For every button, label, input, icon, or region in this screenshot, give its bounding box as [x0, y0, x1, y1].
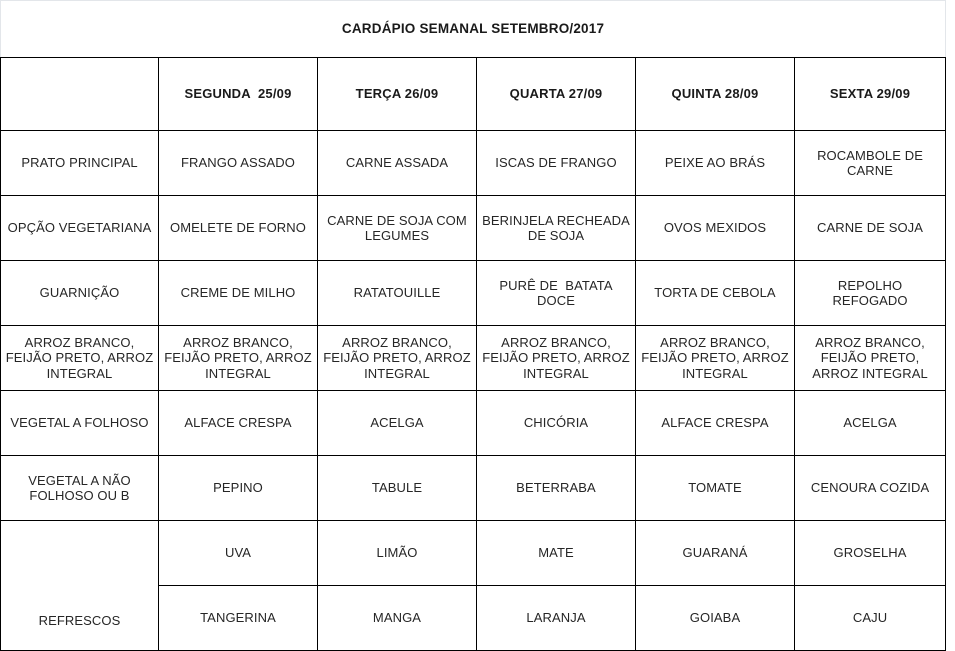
header-corner-cell [0, 57, 159, 131]
table-row-vegetal-nao-folhoso: VEGETAL A NÃO FOLHOSO OU B PEPINO TABULE… [0, 455, 947, 521]
day-header-quarta: QUARTA 27/09 [476, 57, 636, 131]
page-title: CARDÁPIO SEMANAL SETEMBRO/2017 [0, 0, 947, 58]
cell-arroz-feijao-quinta: ARROZ BRANCO, FEIJÃO PRETO, ARROZ INTEGR… [635, 325, 795, 391]
table-row-guarnicao: GUARNIÇÃO CREME DE MILHO RATATOUILLE PUR… [0, 260, 947, 326]
cell-vegetal-folhoso-quinta: ALFACE CRESPA [635, 390, 795, 456]
cell-vegetal-folhoso-quarta: CHICÓRIA [476, 390, 636, 456]
cell-guarnicao-sexta: REPOLHO REFOGADO [793, 260, 947, 326]
day-header-sexta: SEXTA 29/09 [793, 57, 947, 131]
day-header-segunda: SEGUNDA 25/09 [158, 57, 318, 131]
cell-arroz-feijao-sexta: ARROZ BRANCO, FEIJÃO PRETO, ARROZ INTEGR… [793, 325, 947, 391]
cell-prato-principal-sexta: ROCAMBOLE DE CARNE [793, 130, 947, 196]
cell-arroz-feijao-terca: ARROZ BRANCO, FEIJÃO PRETO, ARROZ INTEGR… [317, 325, 477, 391]
cell-vegetal-nao-folhoso-segunda: PEPINO [158, 455, 318, 521]
table-row-opcao-vegetariana: OPÇÃO VEGETARIANA OMELETE DE FORNO CARNE… [0, 195, 947, 261]
cell-opcao-vegetariana-terca: CARNE DE SOJA COM LEGUMES [317, 195, 477, 261]
table-row-vegetal-folhoso: VEGETAL A FOLHOSO ALFACE CRESPA ACELGA C… [0, 390, 947, 456]
cell-guarnicao-quinta: TORTA DE CEBOLA [635, 260, 795, 326]
cell-prato-principal-quinta: PEIXE AO BRÁS [635, 130, 795, 196]
cell-refresco1-terca: LIMÃO [317, 520, 477, 586]
cell-arroz-feijao-segunda: ARROZ BRANCO, FEIJÃO PRETO, ARROZ INTEGR… [158, 325, 318, 391]
cell-guarnicao-quarta: PURÊ DE BATATA DOCE [476, 260, 636, 326]
title-row: CARDÁPIO SEMANAL SETEMBRO/2017 [0, 0, 947, 58]
table-row-prato-principal: PRATO PRINCIPAL FRANGO ASSADO CARNE ASSA… [0, 130, 947, 196]
cell-refresco2-segunda: TANGERINA [158, 585, 318, 651]
cell-opcao-vegetariana-quinta: OVOS MEXIDOS [635, 195, 795, 261]
cell-prato-principal-quarta: ISCAS DE FRANGO [476, 130, 636, 196]
cell-vegetal-nao-folhoso-sexta: CENOURA COZIDA [793, 455, 947, 521]
row-label-vegetal-nao-folhoso: VEGETAL A NÃO FOLHOSO OU B [0, 455, 159, 521]
cell-prato-principal-terca: CARNE ASSADA [317, 130, 477, 196]
day-header-row: SEGUNDA 25/09 TERÇA 26/09 QUARTA 27/09 Q… [0, 57, 947, 131]
row-label-prato-principal: PRATO PRINCIPAL [0, 130, 159, 196]
cell-refresco1-sexta: GROSELHA [793, 520, 947, 586]
row-label-vegetal-folhoso: VEGETAL A FOLHOSO [0, 390, 159, 456]
cell-guarnicao-segunda: CREME DE MILHO [158, 260, 318, 326]
cell-vegetal-nao-folhoso-quinta: TOMATE [635, 455, 795, 521]
cell-refresco1-quarta: MATE [476, 520, 636, 586]
cell-opcao-vegetariana-sexta: CARNE DE SOJA [793, 195, 947, 261]
row-label-opcao-vegetariana: OPÇÃO VEGETARIANA [0, 195, 159, 261]
cell-refresco1-segunda: UVA [158, 520, 318, 586]
cell-opcao-vegetariana-quarta: BERINJELA RECHEADA DE SOJA [476, 195, 636, 261]
day-header-terca: TERÇA 26/09 [317, 57, 477, 131]
cell-vegetal-folhoso-sexta: ACELGA [793, 390, 947, 456]
row-label-arroz-feijao: ARROZ BRANCO, FEIJÃO PRETO, ARROZ INTEGR… [0, 325, 159, 391]
cell-refresco2-quarta: LARANJA [476, 585, 636, 651]
table-row-arroz-feijao: ARROZ BRANCO, FEIJÃO PRETO, ARROZ INTEGR… [0, 325, 947, 391]
cell-vegetal-folhoso-segunda: ALFACE CRESPA [158, 390, 318, 456]
row-label-refrescos: REFRESCOS [0, 520, 159, 651]
cell-prato-principal-segunda: FRANGO ASSADO [158, 130, 318, 196]
cell-vegetal-nao-folhoso-quarta: BETERRABA [476, 455, 636, 521]
cell-vegetal-nao-folhoso-terca: TABULE [317, 455, 477, 521]
row-label-guarnicao: GUARNIÇÃO [0, 260, 159, 326]
cell-refresco2-sexta: CAJU [793, 585, 947, 651]
table-row-refrescos-1: REFRESCOS UVA LIMÃO MATE GUARANÁ GROSELH… [0, 520, 947, 651]
cell-refresco2-terca: MANGA [317, 585, 477, 651]
cell-refresco2-quinta: GOIABA [635, 585, 795, 651]
cell-guarnicao-terca: RATATOUILLE [317, 260, 477, 326]
cell-refresco1-quinta: GUARANÁ [635, 520, 795, 586]
cell-arroz-feijao-quarta: ARROZ BRANCO, FEIJÃO PRETO, ARROZ INTEGR… [476, 325, 636, 391]
cell-opcao-vegetariana-segunda: OMELETE DE FORNO [158, 195, 318, 261]
cell-vegetal-folhoso-terca: ACELGA [317, 390, 477, 456]
day-header-quinta: QUINTA 28/09 [635, 57, 795, 131]
